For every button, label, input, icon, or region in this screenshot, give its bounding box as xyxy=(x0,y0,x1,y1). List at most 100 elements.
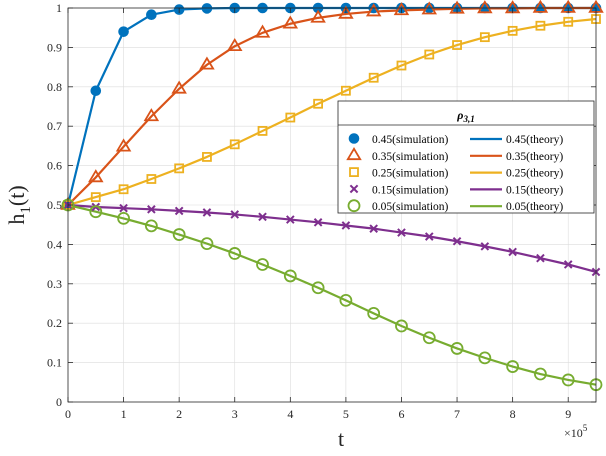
x-tick-label: 9 xyxy=(565,407,571,421)
data-point xyxy=(258,212,267,222)
legend-sim-label: 0.35(simulation) xyxy=(372,151,449,163)
data-point xyxy=(310,9,326,23)
series-markers-3 xyxy=(63,200,601,277)
x-marker-stroke xyxy=(424,232,434,241)
data-point xyxy=(199,56,215,70)
x-marker-stroke xyxy=(349,184,359,194)
data-point xyxy=(396,60,407,71)
x-marker-stroke xyxy=(202,208,212,217)
data-point xyxy=(174,163,185,174)
data-point xyxy=(532,0,549,13)
x-marker-stroke xyxy=(397,228,406,237)
y-tick-label: 0.8 xyxy=(47,80,62,94)
data-point xyxy=(506,360,520,373)
data-point xyxy=(368,72,379,83)
legend-entry-1: 0.35(simulation) 0.35(theory) xyxy=(346,147,563,163)
data-point xyxy=(285,112,296,123)
data-point xyxy=(90,85,102,97)
legend-theory-label: 0.15(theory) xyxy=(506,184,563,196)
data-point xyxy=(144,219,158,233)
x-tick-label: 8 xyxy=(510,407,516,421)
data-point xyxy=(477,0,493,14)
x-marker-stroke xyxy=(119,203,128,213)
data-point xyxy=(452,40,462,50)
data-point xyxy=(478,351,492,365)
data-point xyxy=(118,26,129,37)
series-line-3 xyxy=(67,203,597,274)
data-point xyxy=(452,236,462,246)
x-marker-stroke xyxy=(147,205,156,214)
data-point xyxy=(143,108,160,122)
data-point xyxy=(202,152,212,162)
legend-entry-0: 0.45(simulation) 0.45(theory) xyxy=(348,133,563,146)
legend-marker xyxy=(349,167,359,178)
data-point xyxy=(313,218,323,227)
data-point xyxy=(286,215,295,224)
legend-box xyxy=(337,100,595,214)
data-point xyxy=(563,260,573,269)
x-marker-stroke xyxy=(452,236,462,246)
series-markers xyxy=(60,0,604,392)
x-marker-stroke xyxy=(230,210,240,219)
data-point xyxy=(90,192,101,203)
data-point xyxy=(146,9,157,20)
data-point xyxy=(282,15,299,29)
data-point xyxy=(118,184,129,195)
data-point xyxy=(313,98,324,109)
data-point xyxy=(393,2,410,16)
y-axis-label-main: h xyxy=(4,214,29,225)
x-axis-multiplier: ×105 xyxy=(564,423,588,440)
y-axis-label: h1(t) xyxy=(4,185,34,224)
data-point xyxy=(171,80,187,94)
legend-title-subscript: 3,1 xyxy=(462,114,474,124)
data-point xyxy=(561,373,575,387)
legend-marker xyxy=(347,199,361,213)
x-axis-multiplier-base: ×10 xyxy=(564,426,583,440)
data-point xyxy=(283,269,297,283)
x-marker-stroke xyxy=(480,242,490,251)
x-tick-label: 2 xyxy=(176,407,182,421)
x-marker-stroke xyxy=(508,247,517,257)
data-point xyxy=(229,139,240,150)
legend-entry-4: 0.05(simulation) 0.05(theory) xyxy=(347,199,563,213)
x-tick-label: 7 xyxy=(454,407,460,421)
data-point xyxy=(508,247,517,257)
legend-theory-label: 0.45(theory) xyxy=(506,134,563,146)
data-point xyxy=(339,293,353,307)
x-axis-label: t xyxy=(338,426,344,451)
legend-sim-label: 0.05(simulation) xyxy=(372,201,449,213)
data-point xyxy=(340,85,351,96)
data-point xyxy=(311,281,325,295)
data-point xyxy=(341,221,351,230)
legend-theory-label: 0.35(theory) xyxy=(506,151,563,163)
data-point xyxy=(563,16,574,27)
data-point xyxy=(534,367,547,381)
y-tick-label: 0.4 xyxy=(47,237,62,251)
data-point xyxy=(228,247,242,260)
data-point xyxy=(226,37,243,52)
legend-sim-label: 0.15(simulation) xyxy=(372,184,449,196)
legend-sim-label: 0.45(simulation) xyxy=(372,134,449,146)
x-marker-stroke xyxy=(369,224,378,233)
legend: ρ3,1 0.45(simulation) 0.45(theory)0.35(si… xyxy=(337,100,595,214)
data-point xyxy=(119,203,128,213)
data-point xyxy=(395,319,408,333)
data-point xyxy=(367,306,381,320)
data-point xyxy=(230,210,240,219)
legend-theory-label: 0.05(theory) xyxy=(506,201,563,213)
x-tick-label: 0 xyxy=(65,407,71,421)
x-marker-stroke xyxy=(563,260,573,269)
x-marker-stroke xyxy=(341,221,351,230)
data-point xyxy=(200,237,214,251)
y-axis-label-suffix: (t) xyxy=(4,185,29,206)
y-tick-label: 0.7 xyxy=(47,119,62,133)
y-tick-label: 0.9 xyxy=(47,40,62,54)
data-point xyxy=(338,5,354,19)
y-tick-label: 1 xyxy=(56,1,62,15)
x-tick-label: 3 xyxy=(232,407,238,421)
x-tick-label: 4 xyxy=(287,407,293,421)
y-tick-label: 0.1 xyxy=(47,356,62,370)
y-tick-label: 0.2 xyxy=(47,316,62,330)
x-axis-multiplier-exponent: 5 xyxy=(583,423,588,433)
legend-entry-3: 0.15(simulation) 0.15(theory) xyxy=(349,184,563,196)
